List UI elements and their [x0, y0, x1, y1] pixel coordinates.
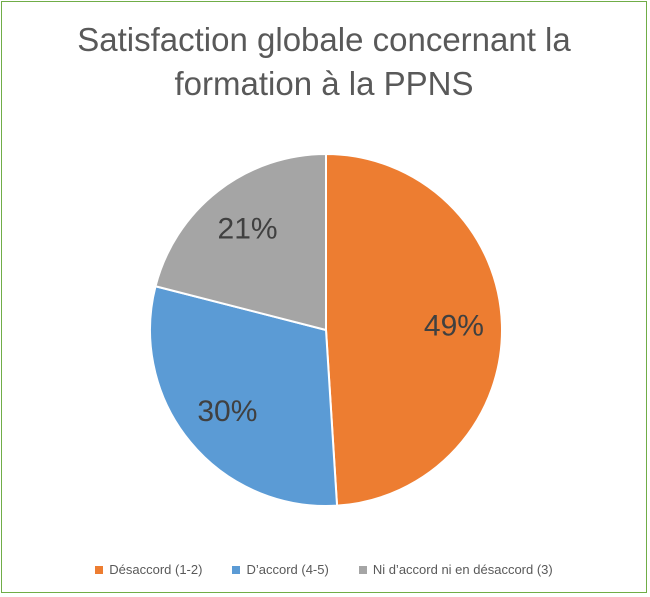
- data-label-daccord: 30%: [197, 395, 257, 428]
- data-label-desaccord: 49%: [424, 309, 484, 342]
- data-label-neutre: 21%: [218, 212, 278, 245]
- legend-swatch-desaccord: [95, 565, 104, 574]
- legend: Désaccord (1-2) D’accord (4-5) Ni d’acco…: [2, 562, 646, 577]
- legend-label-neutre: Ni d’accord ni en désaccord (3): [372, 562, 553, 577]
- legend-item-neutre: Ni d’accord ni en désaccord (3): [358, 562, 553, 577]
- slice-desaccord: [325, 152, 503, 507]
- chart-title-line-2: formation à la PPNS: [174, 65, 474, 102]
- legend-item-desaccord: Désaccord (1-2): [95, 562, 202, 577]
- legend-label-daccord: D’accord (4-5): [246, 562, 329, 577]
- legend-item-daccord: D’accord (4-5): [232, 562, 329, 577]
- slice-daccord: [149, 285, 339, 507]
- chart-title: Satisfaction globale concernant la forma…: [2, 18, 646, 106]
- legend-swatch-neutre: [358, 565, 367, 574]
- legend-label-desaccord: Désaccord (1-2): [109, 562, 203, 577]
- chart-title-line-1: Satisfaction globale concernant la: [77, 21, 571, 58]
- legend-swatch-daccord: [232, 565, 241, 574]
- slice-neutre: [154, 152, 327, 332]
